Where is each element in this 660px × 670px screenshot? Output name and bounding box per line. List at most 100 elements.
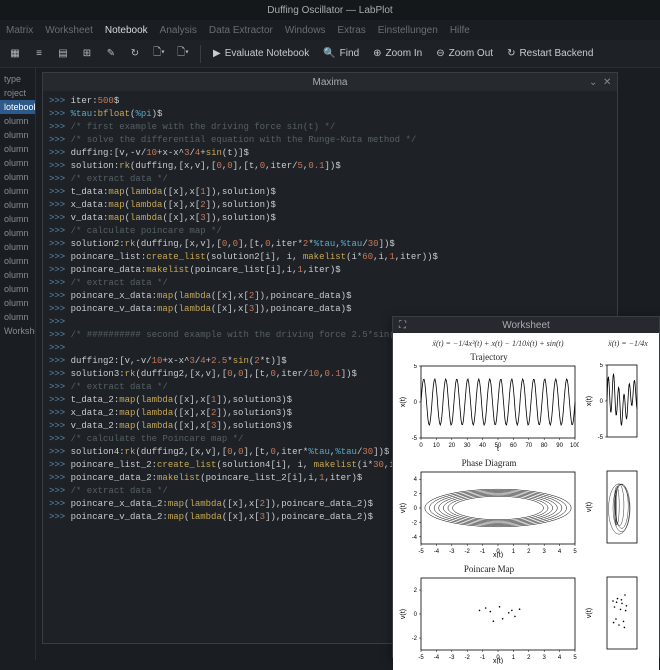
svg-text:x(t): x(t) (493, 658, 503, 664)
svg-text:0: 0 (419, 443, 423, 449)
svg-text:-5: -5 (412, 436, 418, 442)
find-button[interactable]: 🔍 Find (319, 44, 363, 64)
svg-text:0: 0 (600, 399, 604, 405)
svg-text:4: 4 (558, 549, 562, 555)
svg-text:5: 5 (600, 363, 604, 369)
toolbar-icon[interactable]: 🗋▾ (150, 45, 168, 63)
sidebar-header: type (0, 72, 35, 86)
code-line[interactable]: >>> /* first example with the driving fo… (49, 121, 611, 134)
menu-extras[interactable]: Extras (337, 25, 365, 36)
code-line[interactable]: >>> iter:500$ (49, 95, 611, 108)
code-line[interactable]: >>> solution2:rk(duffing,[x,v],[0,0],[t,… (49, 238, 611, 251)
code-line[interactable]: >>> t_data:map(lambda([x],x[1]),solution… (49, 186, 611, 199)
toolbar-icon[interactable]: 🗋▾ (174, 45, 192, 63)
code-line[interactable]: >>> /* calculate poincare map */ (49, 225, 611, 238)
code-line[interactable]: >>> /* extract data */ (49, 173, 611, 186)
svg-text:-5: -5 (418, 549, 424, 555)
menu-windows[interactable]: Windows (285, 25, 326, 36)
svg-text:v(t): v(t) (400, 609, 407, 619)
code-line[interactable]: >>> solution:rk(duffing,[x,v],[0,0],[t,0… (49, 160, 611, 173)
toolbar-icon[interactable]: ▤ (54, 45, 72, 63)
menu-analysis[interactable]: Analysis (160, 25, 197, 36)
zoom-in-button[interactable]: ⊕ Zoom In (369, 44, 426, 64)
menu-hilfe[interactable]: Hilfe (450, 25, 470, 36)
svg-text:v(t): v(t) (586, 608, 593, 618)
sidebar-item[interactable]: olumn (0, 142, 35, 156)
sidebar-item[interactable]: olumn (0, 156, 35, 170)
toolbar-icon[interactable]: ✎ (102, 45, 120, 63)
svg-text:v(t): v(t) (400, 503, 407, 513)
sidebar-item[interactable]: olumn (0, 282, 35, 296)
svg-text:-4: -4 (434, 655, 440, 661)
sidebar-item[interactable]: olumn (0, 310, 35, 324)
code-line[interactable]: >>> /* extract data */ (49, 277, 611, 290)
svg-text:2: 2 (527, 655, 531, 661)
code-line[interactable]: >>> duffing:[v,-v/10+x-x^3/4+sin(t)]$ (49, 147, 611, 160)
svg-text:-3: -3 (449, 549, 455, 555)
toolbar-icon[interactable]: ▦ (6, 45, 24, 63)
menu-einstellungen[interactable]: Einstellungen (378, 25, 438, 36)
sidebar-item[interactable]: olumn (0, 296, 35, 310)
restart-backend-button[interactable]: ↻ Restart Backend (503, 44, 597, 64)
svg-text:1: 1 (512, 549, 516, 555)
sidebar-item[interactable]: lotebook (0, 100, 35, 114)
code-line[interactable]: >>> poincare_v_data:map(lambda([x],x[3])… (49, 303, 611, 316)
sidebar-item[interactable]: olumn (0, 212, 35, 226)
svg-text:0: 0 (414, 612, 418, 618)
svg-text:5: 5 (573, 549, 577, 555)
worksheet-icon: ⛶ (399, 320, 406, 331)
toolbar-icon[interactable]: ⊞ (78, 45, 96, 63)
sidebar-item[interactable]: Worksheet (0, 324, 35, 338)
svg-text:80: 80 (541, 443, 548, 449)
svg-text:1: 1 (512, 655, 516, 661)
svg-text:5: 5 (573, 655, 577, 661)
code-line[interactable]: >>> poincare_list:create_list(solution2[… (49, 251, 611, 264)
worksheet-title[interactable]: ⛶ Worksheet (393, 317, 659, 333)
code-line[interactable]: >>> x_data:map(lambda([x],x[2]),solution… (49, 199, 611, 212)
code-line[interactable]: >>> poincare_x_data:map(lambda([x],x[2])… (49, 290, 611, 303)
code-line[interactable]: >>> %tau:bfloat(%pi)$ (49, 108, 611, 121)
svg-text:60: 60 (510, 443, 517, 449)
sidebar-item[interactable]: roject (0, 86, 35, 100)
zoom-out-button[interactable]: ⊖ Zoom Out (432, 44, 497, 64)
svg-text:2: 2 (527, 549, 531, 555)
menu-notebook[interactable]: Notebook (105, 25, 148, 36)
evaluate-notebook-button[interactable]: ▶ Evaluate Notebook (209, 44, 313, 64)
chart-partial: v(t) (585, 564, 641, 664)
svg-text:3: 3 (543, 655, 547, 661)
svg-text:90: 90 (556, 443, 563, 449)
svg-text:-4: -4 (412, 535, 418, 541)
sidebar-item[interactable]: olumn (0, 184, 35, 198)
svg-text:-1: -1 (480, 655, 486, 661)
sidebar-item[interactable]: olumn (0, 170, 35, 184)
sidebar-item[interactable]: olumn (0, 128, 35, 142)
toolbar-separator (200, 45, 201, 63)
toolbar-icon[interactable]: ↻ (126, 45, 144, 63)
menu-data extractor[interactable]: Data Extractor (209, 25, 273, 36)
svg-text:10: 10 (433, 443, 440, 449)
svg-text:-5: -5 (418, 655, 424, 661)
panel-min-icon[interactable]: ⌄ (589, 77, 599, 87)
sidebar-item[interactable]: olumn (0, 240, 35, 254)
chart-partial: -505x(t) (585, 352, 641, 452)
toolbar-icon[interactable]: ≡ (30, 45, 48, 63)
code-line[interactable]: >>> v_data:map(lambda([x],x[3]),solution… (49, 212, 611, 225)
svg-text:x(t): x(t) (400, 397, 407, 407)
svg-text:x(t): x(t) (586, 396, 593, 406)
panel-close-icon[interactable]: ✕ (603, 77, 613, 87)
menu-worksheet[interactable]: Worksheet (45, 25, 93, 36)
equation-left: ẍ(t) = −1/4x³(t) + x(t) − 1/10ẋ(t) + sin… (399, 339, 597, 348)
sidebar-item[interactable]: olumn (0, 226, 35, 240)
sidebar-item[interactable]: olumn (0, 198, 35, 212)
code-line[interactable]: >>> poincare_data:makelist(poincare_list… (49, 264, 611, 277)
svg-text:40: 40 (479, 443, 486, 449)
code-line[interactable]: >>> /* solve the differential equation w… (49, 134, 611, 147)
svg-text:30: 30 (464, 443, 471, 449)
sidebar-item[interactable]: olumn (0, 268, 35, 282)
svg-text:-2: -2 (412, 636, 418, 642)
sidebar-item[interactable]: olumn (0, 114, 35, 128)
sidebar-item[interactable]: olumn (0, 254, 35, 268)
svg-text:5: 5 (414, 364, 418, 370)
equation-right: ẍ(t) = −1/4x (603, 339, 653, 348)
menu-matrix[interactable]: Matrix (6, 25, 33, 36)
